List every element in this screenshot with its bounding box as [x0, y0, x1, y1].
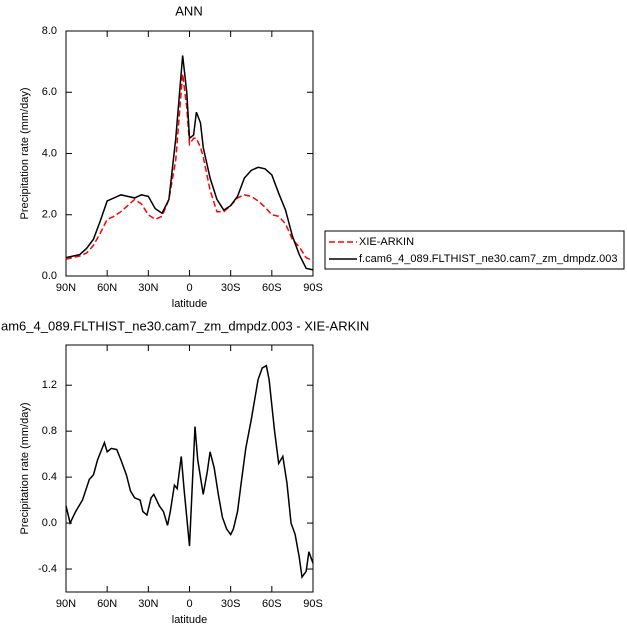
y-tick-label: 8.0 [42, 25, 57, 37]
y-tick-label: 0.4 [42, 471, 57, 483]
plot-frame [65, 30, 314, 277]
x-axis-label: latitude [172, 298, 207, 310]
data-line [65, 364, 314, 580]
chart-title: ANN [175, 3, 202, 18]
data-line [65, 55, 314, 271]
plot-frame [65, 344, 314, 593]
x-tick-label: 0 [186, 598, 192, 610]
legend-box [324, 230, 625, 270]
x-tick-label: 30S [221, 598, 241, 610]
x-tick-label: 90N [56, 598, 76, 610]
y-tick-label: 0.8 [42, 425, 57, 437]
y-tick-label: 2.0 [42, 209, 57, 221]
legend-label: XIE-ARKIN [359, 236, 414, 248]
x-tick-label: 60S [262, 598, 282, 610]
x-tick-label: 0 [186, 282, 192, 294]
y-tick-label: 4.0 [42, 147, 57, 159]
x-tick-label: 90N [56, 282, 76, 294]
y-tick-label: 6.0 [42, 86, 57, 98]
y-tick-label: 0.0 [42, 270, 57, 282]
x-tick-label: 30S [221, 282, 241, 294]
y-axis-label: Precipitation rate (mm/day) [19, 87, 31, 219]
chart-title: am6_4_089.FLTHIST_ne30.cam7_zm_dmpdz.003… [1, 318, 369, 333]
x-tick-label: 60N [97, 598, 117, 610]
y-tick-label: 1.2 [42, 379, 57, 391]
y-axis-label: Precipitation rate (mm/day) [19, 402, 31, 534]
x-tick-label: 60N [97, 282, 117, 294]
x-tick-label: 30N [138, 598, 158, 610]
y-tick-label: 0.0 [42, 517, 57, 529]
x-tick-label: 90S [303, 598, 323, 610]
x-tick-label: 60S [262, 282, 282, 294]
x-axis-label: latitude [172, 614, 207, 626]
x-tick-label: 30N [138, 282, 158, 294]
x-tick-label: 90S [303, 282, 323, 294]
legend-label: f.cam6_4_089.FLTHIST_ne30.cam7_zm_dmpdz.… [359, 253, 617, 265]
data-line [65, 73, 314, 262]
y-tick-label: -0.4 [38, 563, 57, 575]
